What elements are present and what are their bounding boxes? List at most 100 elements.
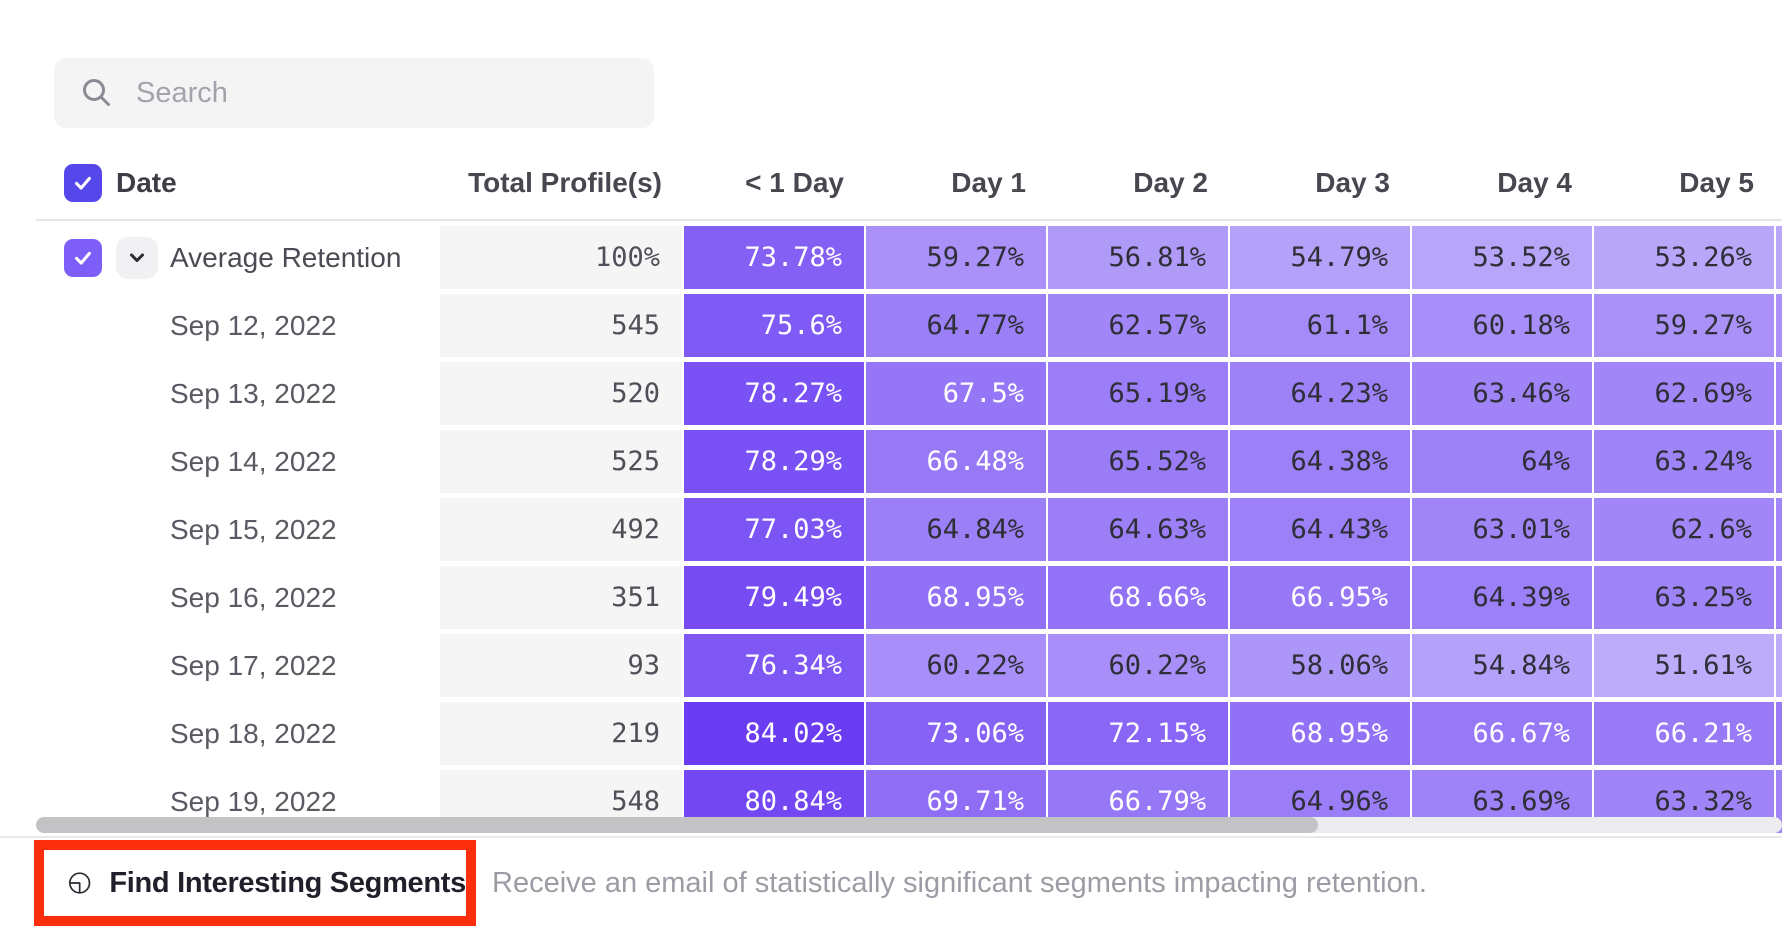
- select-all-checkbox[interactable]: [64, 164, 102, 202]
- column-header-day2: Day 2: [1133, 167, 1208, 198]
- retention-cell[interactable]: 63.24%: [1594, 430, 1774, 493]
- retention-cell[interactable]: 73.78%: [684, 226, 864, 289]
- retention-cell[interactable]: 64%: [1412, 430, 1592, 493]
- retention-cell[interactable]: 67.5%: [866, 362, 1046, 425]
- clipped-next-column-cell: [1776, 226, 1782, 289]
- row-label-cell: Sep 18, 2022: [36, 702, 440, 765]
- retention-cell[interactable]: 64.39%: [1412, 566, 1592, 629]
- retention-cell[interactable]: 78.27%: [684, 362, 864, 425]
- column-header-date: Date: [116, 167, 177, 198]
- retention-cell[interactable]: 68.95%: [1230, 702, 1410, 765]
- find-interesting-segments-button[interactable]: Find Interesting Segments: [34, 840, 476, 926]
- retention-cell[interactable]: 64.38%: [1230, 430, 1410, 493]
- retention-cell[interactable]: 60.22%: [1048, 634, 1228, 697]
- clipped-next-column-cell: [1776, 430, 1782, 493]
- retention-cell[interactable]: 64.23%: [1230, 362, 1410, 425]
- total-profiles-cell: 525: [440, 430, 682, 493]
- row-label-cell: Sep 12, 2022: [36, 294, 440, 357]
- retention-cell[interactable]: 64.84%: [866, 498, 1046, 561]
- segments-pie-icon: [69, 872, 91, 894]
- retention-cell[interactable]: 62.57%: [1048, 294, 1228, 357]
- clipped-next-column-cell: [1776, 770, 1782, 833]
- retention-cell[interactable]: 63.25%: [1594, 566, 1774, 629]
- retention-cell[interactable]: 60.22%: [866, 634, 1046, 697]
- retention-cell[interactable]: 63.46%: [1412, 362, 1592, 425]
- retention-cell[interactable]: 64.43%: [1230, 498, 1410, 561]
- search-input[interactable]: Search: [54, 58, 654, 128]
- column-header-day3: Day 3: [1315, 167, 1390, 198]
- clipped-next-column-cell: [1776, 702, 1782, 765]
- retention-cell[interactable]: 66.48%: [866, 430, 1046, 493]
- expand-collapse-button[interactable]: [116, 236, 158, 279]
- retention-cell[interactable]: 78.29%: [684, 430, 864, 493]
- header-date-cell: Date: [36, 164, 440, 202]
- retention-cell[interactable]: 76.34%: [684, 634, 864, 697]
- table-header: Date Total Profile(s) < 1 Day Day 1 Day …: [36, 155, 1782, 211]
- row-label: Sep 15, 2022: [170, 513, 337, 545]
- row-label: Sep 19, 2022: [170, 785, 337, 817]
- retention-cell[interactable]: 79.49%: [684, 566, 864, 629]
- retention-cell[interactable]: 56.81%: [1048, 226, 1228, 289]
- row-label-cell: Sep 17, 2022: [36, 634, 440, 697]
- total-profiles-cell: 492: [440, 498, 682, 561]
- check-icon: [75, 251, 91, 265]
- horizontal-scrollbar-thumb[interactable]: [36, 817, 1318, 833]
- table-row: Sep 13, 2022 520 78.27% 67.5% 65.19% 64.23% 63…: [36, 362, 1782, 425]
- retention-cell[interactable]: 66.67%: [1412, 702, 1592, 765]
- retention-cell[interactable]: 66.95%: [1230, 566, 1410, 629]
- retention-cell[interactable]: 60.18%: [1412, 294, 1592, 357]
- retention-cell[interactable]: 51.61%: [1594, 634, 1774, 697]
- row-label: Average Retention: [170, 241, 402, 273]
- clipped-next-column-cell: [1776, 566, 1782, 629]
- column-header-day1: Day 1: [951, 167, 1026, 198]
- column-header-day5: Day 5: [1679, 167, 1754, 198]
- retention-cell[interactable]: 65.52%: [1048, 430, 1228, 493]
- retention-cell[interactable]: 84.02%: [684, 702, 864, 765]
- retention-cell[interactable]: 54.79%: [1230, 226, 1410, 289]
- clipped-next-column-cell: [1776, 498, 1782, 561]
- retention-cell[interactable]: 53.26%: [1594, 226, 1774, 289]
- search-placeholder: Search: [136, 76, 228, 109]
- row-label-cell: Sep 13, 2022: [36, 362, 440, 425]
- retention-cell[interactable]: 53.52%: [1412, 226, 1592, 289]
- retention-cell[interactable]: 64.77%: [866, 294, 1046, 357]
- retention-cell[interactable]: 54.84%: [1412, 634, 1592, 697]
- header-divider: [36, 219, 1782, 221]
- clipped-next-column-cell: [1776, 362, 1782, 425]
- retention-cell[interactable]: 75.6%: [684, 294, 864, 357]
- table-body: Average Retention 100% 73.78% 59.27% 56.81% 5…: [36, 226, 1782, 834]
- retention-cell[interactable]: 63.01%: [1412, 498, 1592, 561]
- retention-cell[interactable]: 65.19%: [1048, 362, 1228, 425]
- retention-cell[interactable]: 58.06%: [1230, 634, 1410, 697]
- retention-cell[interactable]: 62.6%: [1594, 498, 1774, 561]
- retention-cell[interactable]: 61.1%: [1230, 294, 1410, 357]
- row-label: Sep 17, 2022: [170, 649, 337, 681]
- row-label: Sep 16, 2022: [170, 581, 337, 613]
- retention-cell[interactable]: 72.15%: [1048, 702, 1228, 765]
- footer-description: Receive an email of statistically signif…: [492, 866, 1427, 899]
- total-profiles-cell: 100%: [440, 226, 682, 289]
- retention-cell[interactable]: 59.27%: [866, 226, 1046, 289]
- total-profiles-cell: 219: [440, 702, 682, 765]
- retention-cell[interactable]: 66.21%: [1594, 702, 1774, 765]
- retention-cell[interactable]: 68.95%: [866, 566, 1046, 629]
- row-label-cell: Sep 19, 2022: [36, 770, 440, 833]
- total-profiles-cell: 545: [440, 294, 682, 357]
- retention-cell[interactable]: 77.03%: [684, 498, 864, 561]
- row-label: Sep 12, 2022: [170, 309, 337, 341]
- total-profiles-cell: 93: [440, 634, 682, 697]
- row-label: Sep 18, 2022: [170, 717, 337, 749]
- footer-divider: [0, 836, 1782, 838]
- retention-cell[interactable]: 62.69%: [1594, 362, 1774, 425]
- retention-cell[interactable]: 64.63%: [1048, 498, 1228, 561]
- retention-cell[interactable]: 59.27%: [1594, 294, 1774, 357]
- retention-cell[interactable]: 73.06%: [866, 702, 1046, 765]
- retention-cell[interactable]: 68.66%: [1048, 566, 1228, 629]
- total-profiles-cell: 351: [440, 566, 682, 629]
- table-row: Sep 17, 2022 93 76.34% 60.22% 60.22% 58.06% 54…: [36, 634, 1782, 697]
- row-label: Sep 13, 2022: [170, 377, 337, 409]
- column-header-day4: Day 4: [1497, 167, 1572, 198]
- table-row: Sep 14, 2022 525 78.29% 66.48% 65.52% 64.38% 6…: [36, 430, 1782, 493]
- row-checkbox[interactable]: [64, 238, 102, 277]
